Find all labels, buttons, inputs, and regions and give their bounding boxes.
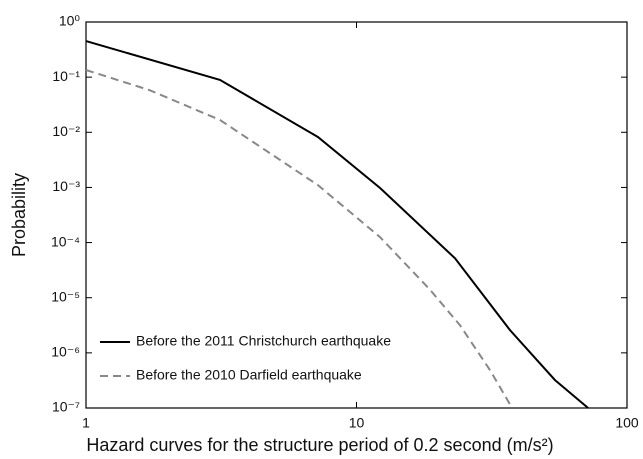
legend-label: Before the 2011 Christchurch earthquake (136, 333, 391, 349)
y-tick-label: 10⁻² (52, 123, 80, 139)
x-axis-label: Hazard curves for the structure period o… (86, 435, 553, 455)
x-tick-label: 10 (349, 415, 365, 431)
y-tick-label: 10⁻¹ (52, 68, 80, 84)
y-tick-label: 10⁻⁶ (51, 344, 80, 360)
plot-frame (85, 21, 628, 409)
y-tick-label: 10⁻⁴ (51, 233, 80, 249)
y-tick-label: 10⁻⁵ (51, 288, 80, 304)
y-tick-label: 10⁻³ (52, 178, 80, 194)
x-tick-label: 1 (82, 415, 90, 431)
line (85, 69, 513, 409)
y-tick-label: 10⁻⁷ (52, 399, 80, 415)
x-tick-label: 100 (615, 415, 639, 431)
y-tick-label: 10⁰ (59, 13, 81, 29)
y-axis-label: Probability (9, 173, 29, 257)
legend-label: Before the 2010 Darfield earthquake (136, 367, 362, 383)
line (85, 40, 589, 409)
